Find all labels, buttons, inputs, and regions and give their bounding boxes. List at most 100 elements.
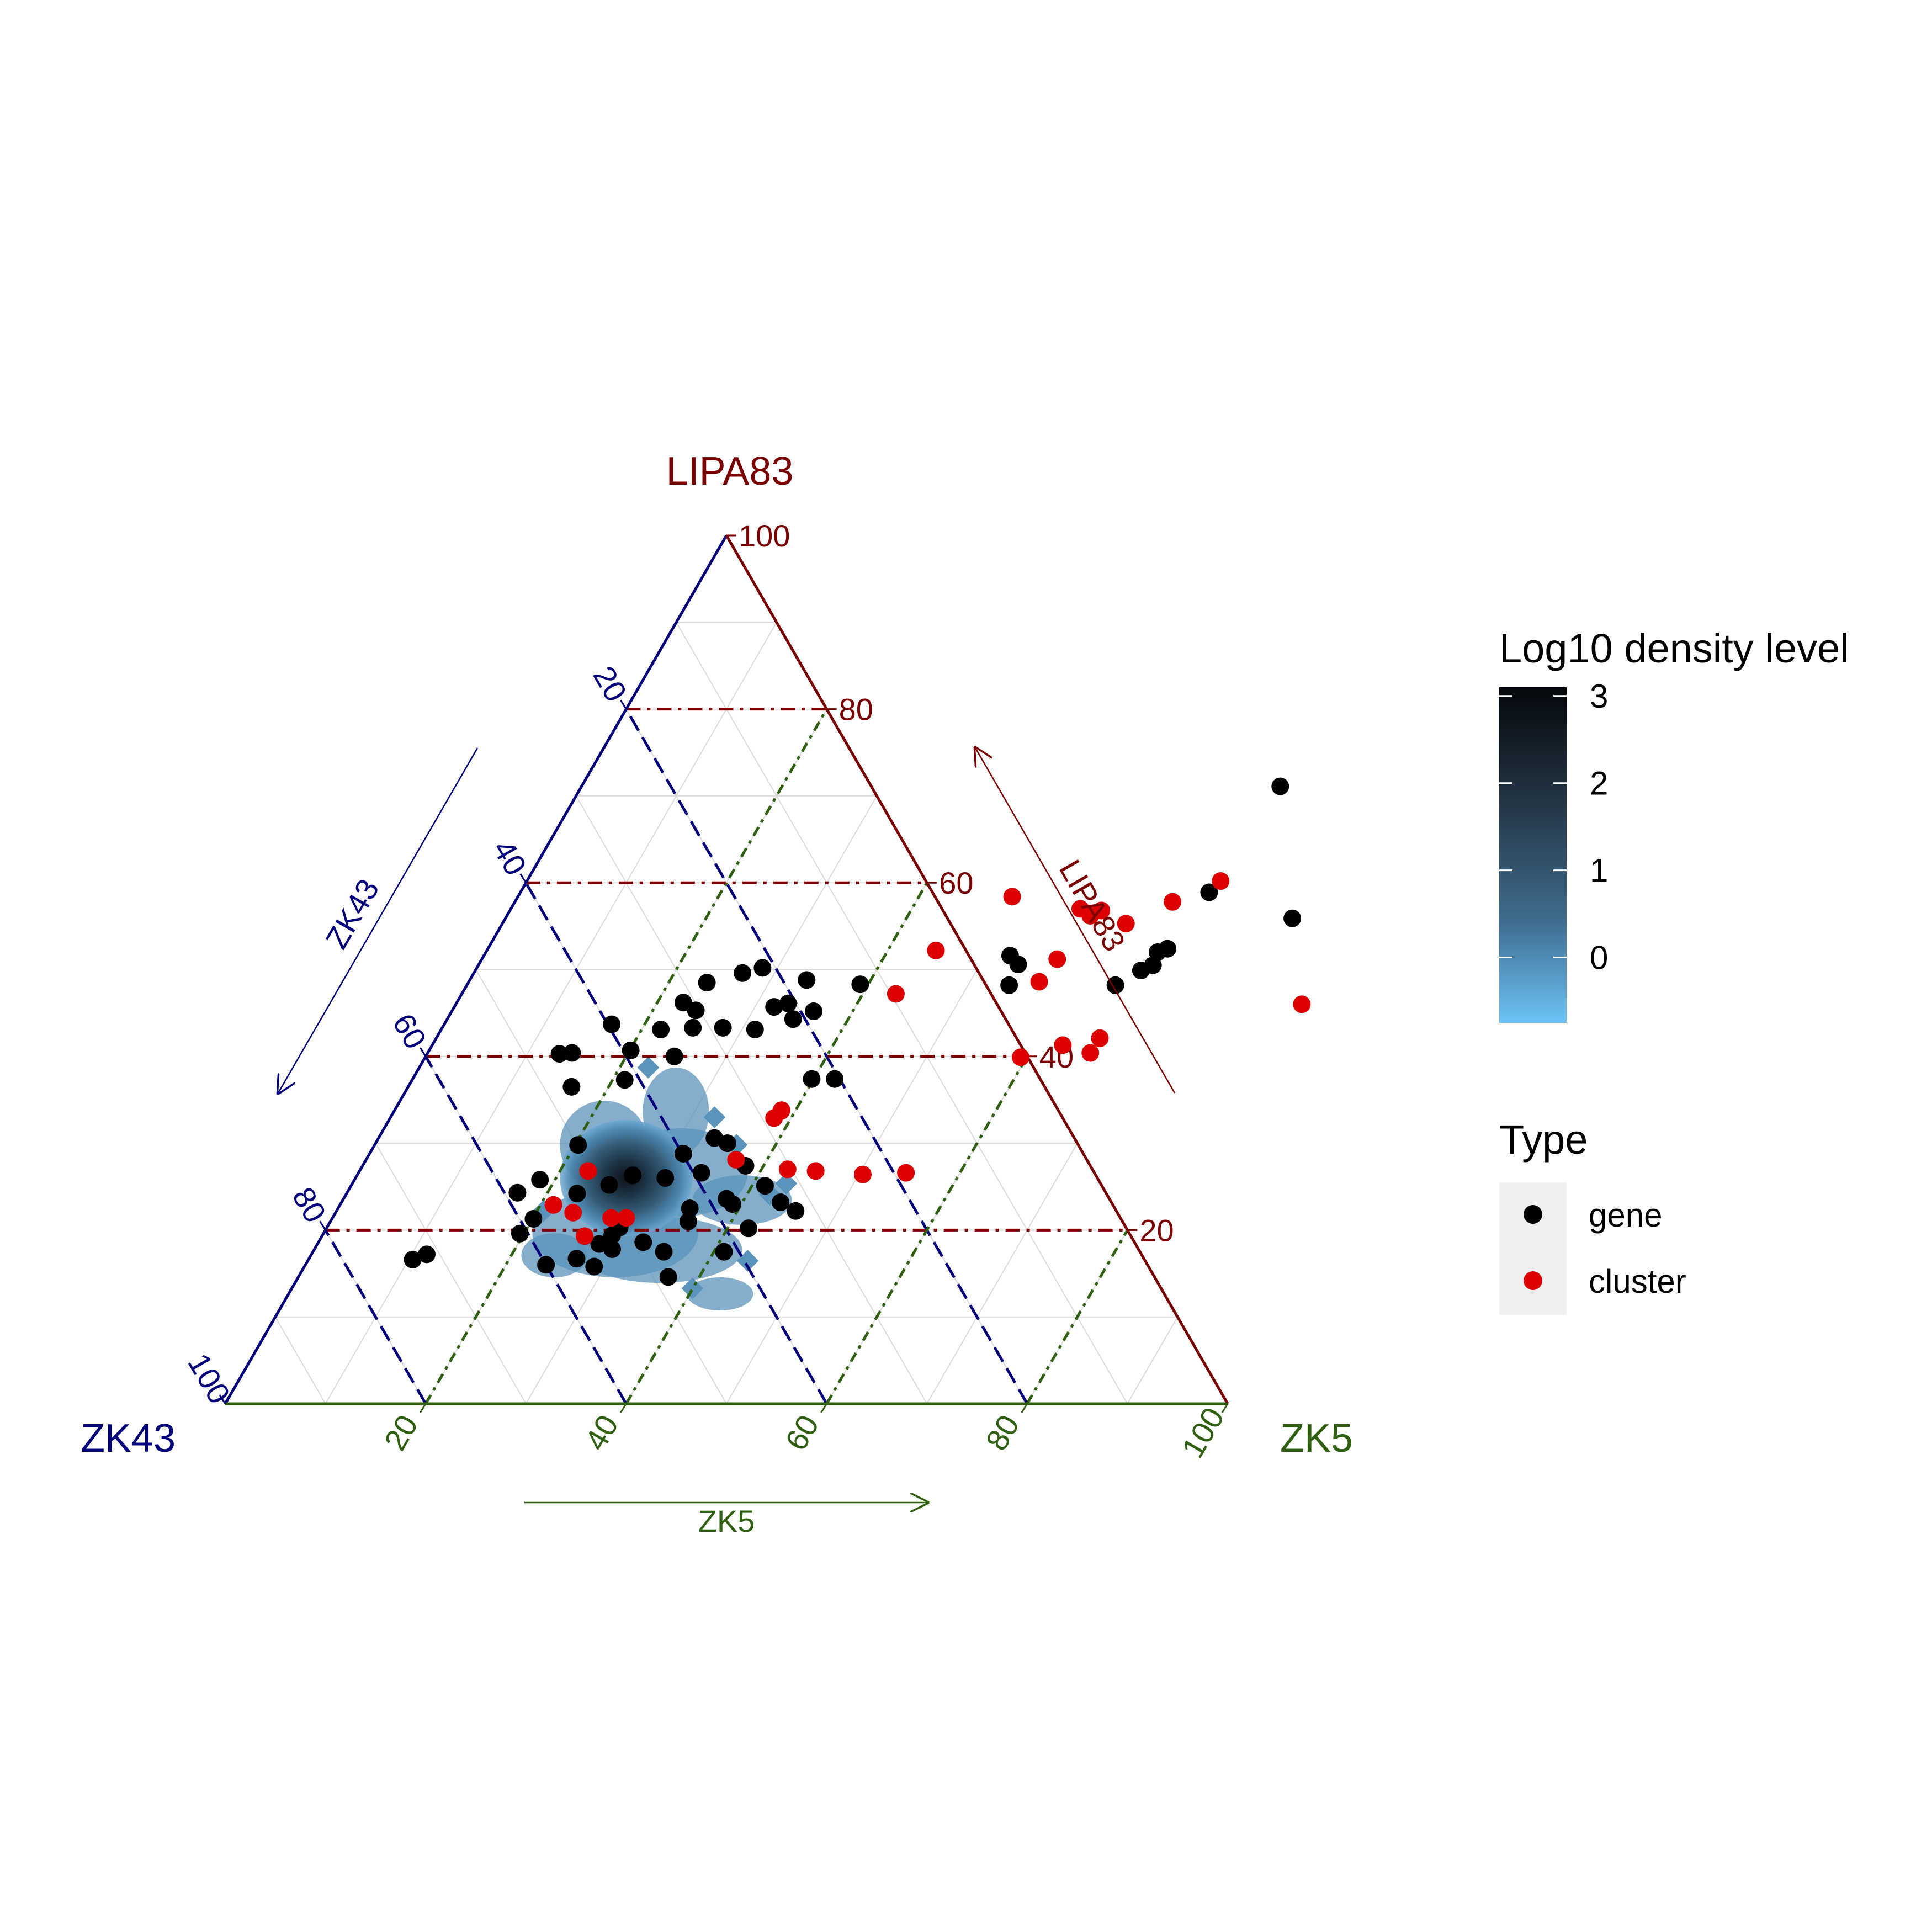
- gene-point: [798, 971, 816, 989]
- colorbar-tick-label: 2: [1590, 765, 1608, 802]
- cluster-point: [1293, 995, 1311, 1013]
- cluster-point: [617, 1209, 635, 1227]
- gene-point: [665, 1047, 683, 1065]
- gene-point: [734, 964, 752, 982]
- gene-point: [590, 1235, 608, 1253]
- gene-point: [756, 1177, 774, 1195]
- tick-mark-zk43: [419, 1047, 427, 1057]
- cluster-point: [544, 1196, 562, 1214]
- density-speck: [637, 1057, 660, 1079]
- gene-point: [508, 1183, 527, 1202]
- cluster-point: [1081, 1044, 1100, 1062]
- gene-point: [715, 1243, 733, 1261]
- cluster-point: [1048, 950, 1066, 968]
- density-legend: Log10 density level 3 2 1 0: [1499, 625, 1849, 1023]
- gene-point: [568, 1185, 586, 1203]
- cluster-point: [1012, 1048, 1029, 1066]
- cluster-point: [579, 1162, 597, 1180]
- gene-point: [787, 1202, 805, 1220]
- gene-point: [1283, 909, 1302, 927]
- cluster-point: [927, 941, 945, 959]
- gene-point: [779, 994, 797, 1012]
- tick-mark-zk43: [620, 699, 627, 710]
- cluster-point: [1091, 1029, 1109, 1047]
- gene-point: [615, 1071, 634, 1089]
- density-colorbar: [1499, 687, 1567, 1023]
- left-axis-arrow-label: ZK43: [319, 873, 385, 954]
- tick-label-zk5: 80: [979, 1409, 1026, 1456]
- ref-line-zk5: [625, 882, 928, 1405]
- gene-point: [680, 1212, 697, 1230]
- tick-mark-zk5: [1021, 1403, 1028, 1413]
- gene-point: [634, 1233, 652, 1251]
- cluster-point: [1164, 893, 1182, 911]
- gene-point: [656, 1169, 675, 1187]
- gene-point: [684, 1018, 702, 1037]
- gene-point: [600, 1176, 618, 1194]
- tick-mark-zk43: [319, 1220, 326, 1231]
- ref-line-zk43: [625, 708, 1028, 1405]
- type-legend-key-background: [1499, 1182, 1567, 1315]
- grid-line-zk5: [325, 622, 777, 1404]
- gene-point: [603, 1226, 621, 1244]
- density-speck: [681, 1277, 704, 1299]
- cluster-point: [1054, 1036, 1072, 1054]
- apex-label-top: LIPA83: [666, 449, 794, 493]
- tick-label-zk5: 20: [377, 1409, 424, 1456]
- gene-point: [746, 1021, 764, 1038]
- gene-point: [698, 974, 716, 992]
- cluster-point: [1003, 888, 1021, 906]
- cluster-point: [887, 985, 905, 1003]
- cluster-point: [1117, 915, 1135, 933]
- tick-mark-zk5: [1221, 1403, 1229, 1413]
- density-speck: [703, 1106, 726, 1128]
- axis-lipa83: [725, 534, 1229, 1405]
- cluster-point: [602, 1209, 620, 1227]
- gene-point: [1106, 976, 1124, 994]
- gene-point: [563, 1044, 581, 1062]
- ref-line-zk43: [324, 1229, 427, 1405]
- grid-line-zk43: [676, 622, 1128, 1404]
- bottom-axis-arrow: ZK5: [524, 1503, 927, 1538]
- cluster-point: [564, 1203, 582, 1222]
- gene-point: [1200, 883, 1218, 901]
- cluster-point: [806, 1162, 825, 1180]
- grid-line-zk43: [274, 1317, 326, 1404]
- cluster-point: [576, 1227, 593, 1245]
- gene-point: [562, 1078, 581, 1096]
- gene-point: [1132, 962, 1150, 980]
- type-legend: Type gene cluster: [1499, 1117, 1686, 1315]
- gene-point: [569, 1136, 587, 1154]
- gene-point: [585, 1257, 603, 1276]
- gene-point: [674, 1145, 692, 1163]
- gene-point: [851, 975, 869, 994]
- gene-point: [524, 1210, 543, 1228]
- tick-label-lipa83: 60: [939, 866, 973, 900]
- tick-mark-zk43: [519, 873, 527, 883]
- gene-point: [1000, 976, 1018, 994]
- gene-point: [624, 1166, 642, 1185]
- legend-cluster-marker: [1524, 1271, 1542, 1290]
- grid-line-zk43: [575, 795, 928, 1404]
- apex-label-right: ZK5: [1280, 1416, 1353, 1461]
- bottom-axis-arrow-label: ZK5: [698, 1504, 755, 1538]
- tick-mark-zk5: [419, 1403, 427, 1413]
- tick-mark-zk5: [820, 1403, 827, 1413]
- gene-point: [404, 1250, 422, 1268]
- grid-line-zk5: [1127, 1317, 1179, 1404]
- gene-point: [511, 1224, 529, 1243]
- gene-point: [740, 1219, 757, 1238]
- gene-point: [655, 1243, 673, 1261]
- gene-point: [718, 1190, 735, 1208]
- tick-label-lipa83: 100: [739, 518, 790, 553]
- gene-point: [537, 1256, 555, 1274]
- cluster-point: [1212, 872, 1230, 890]
- cluster-point: [1081, 907, 1100, 925]
- density-patch: [687, 1277, 753, 1311]
- density-speck: [775, 1172, 798, 1195]
- tick-label-lipa83: 80: [839, 692, 873, 727]
- colorbar-tick-label: 1: [1590, 852, 1608, 889]
- apex-label-left: ZK43: [81, 1416, 176, 1461]
- ref-line-zk43: [524, 882, 828, 1405]
